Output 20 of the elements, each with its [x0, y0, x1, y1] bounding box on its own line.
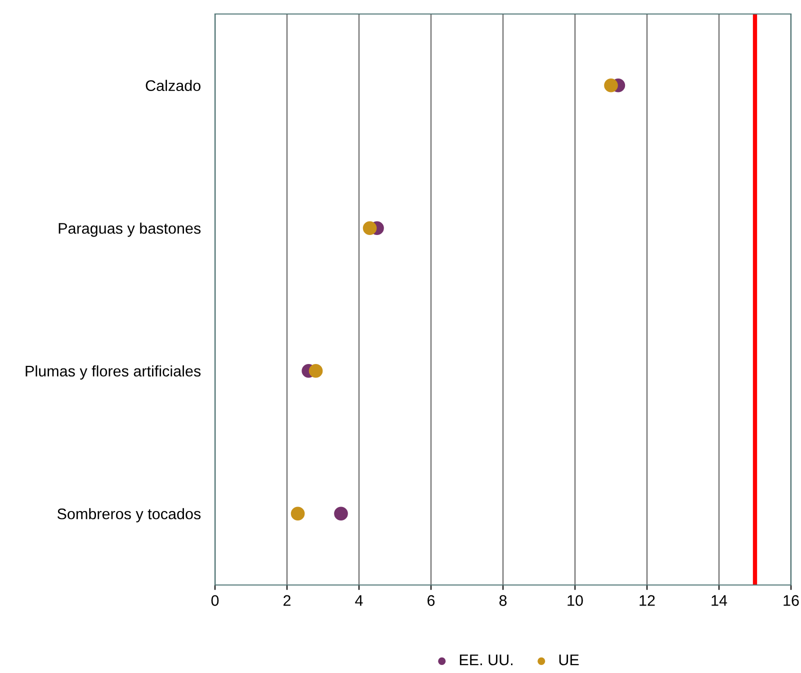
point	[362, 221, 377, 236]
y-tick-label: Paraguas y bastones	[58, 222, 201, 237]
x-tick-label: 14	[712, 595, 728, 606]
x-tick-label: 8	[499, 595, 507, 606]
x-tick-label: 2	[284, 595, 290, 606]
x-tick-label: 16	[784, 595, 799, 606]
y-tick-label: Calzado	[146, 80, 200, 92]
point	[290, 506, 305, 521]
x-tick-label: 0	[211, 595, 219, 606]
x-tick-label: 4	[355, 595, 363, 606]
legend-label: EE. UU.	[460, 654, 512, 666]
y-tick-label: Sombreros y tocados	[57, 508, 201, 522]
legend-label: UE	[559, 654, 579, 666]
point	[334, 506, 348, 521]
x-tick-label: 10	[568, 595, 583, 606]
point	[308, 364, 323, 378]
point	[604, 78, 618, 92]
y-tick-label: Plumas y flores artificiales	[26, 365, 201, 380]
x-tick-label: 12	[640, 595, 655, 606]
x-tick-label: 6	[428, 595, 435, 606]
